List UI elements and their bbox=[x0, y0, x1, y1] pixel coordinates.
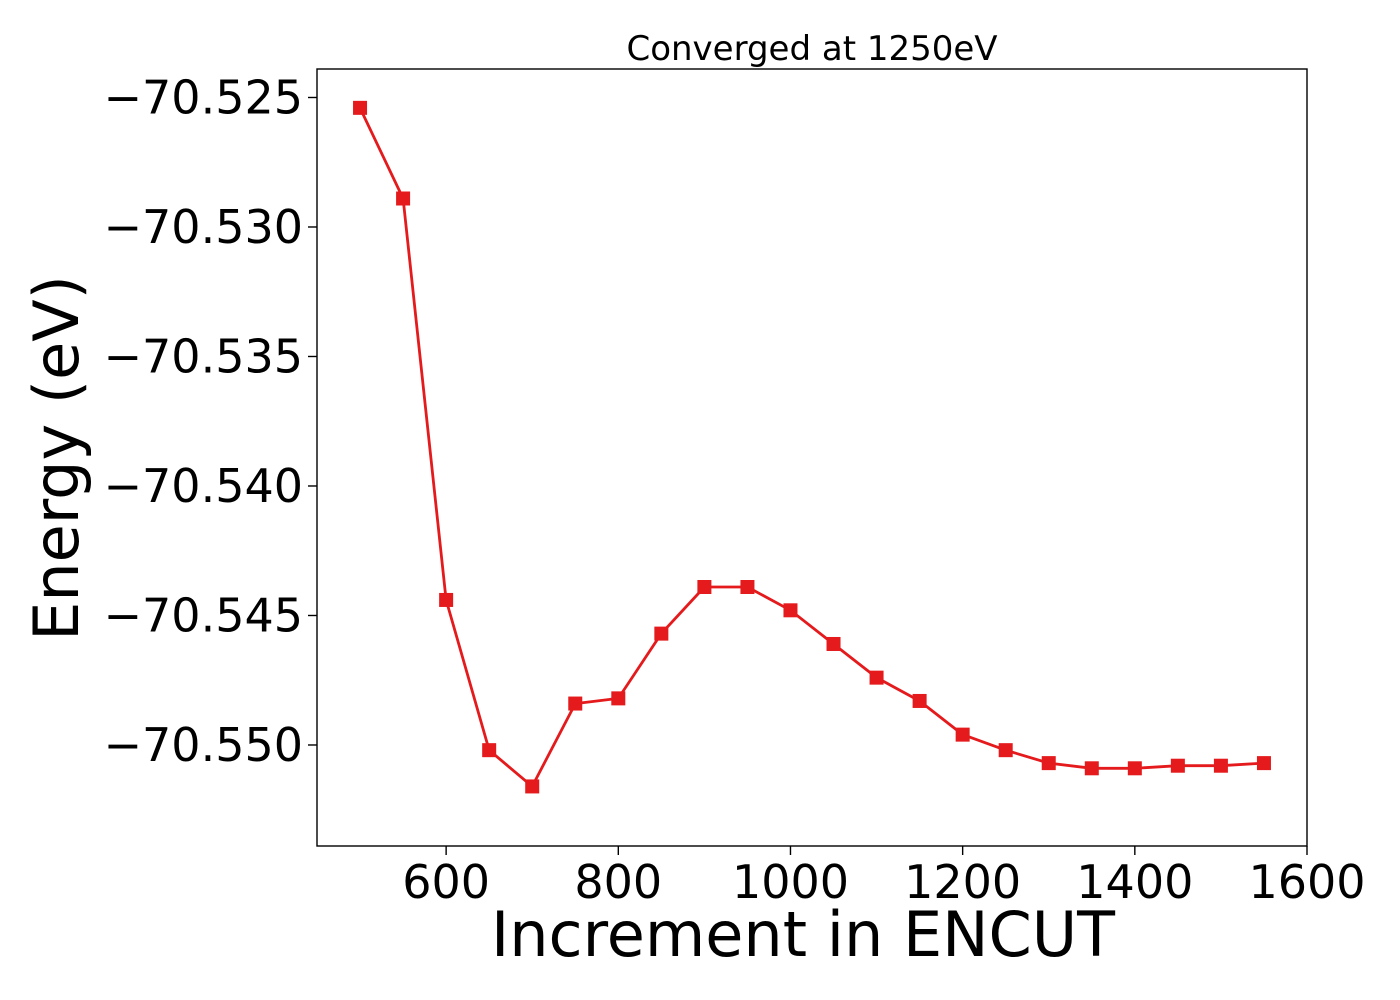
data-point-marker bbox=[783, 603, 798, 618]
data-point-marker bbox=[439, 592, 454, 607]
data-point-marker bbox=[1170, 758, 1185, 773]
series-line bbox=[358, 107, 1265, 788]
plot-frame bbox=[316, 68, 1308, 847]
y-axis-ticks: −70.525 −70.530 −70.535 −70.540 −70.545 −70.5… bbox=[104, 70, 317, 772]
data-point-marker bbox=[353, 100, 368, 115]
y-axis-label: Energy (eV) bbox=[20, 275, 93, 641]
data-point-marker bbox=[912, 693, 927, 708]
y-tick-label: −70.530 bbox=[104, 200, 304, 254]
y-tick-label: −70.525 bbox=[104, 70, 304, 124]
data-point-marker bbox=[1041, 756, 1056, 771]
data-point-marker bbox=[826, 636, 841, 651]
x-axis-ticks: 600 800 1000 1200 1400 1600 bbox=[402, 846, 1366, 909]
y-tick-label: −70.545 bbox=[104, 588, 304, 642]
data-point-marker bbox=[654, 626, 669, 641]
data-point-marker bbox=[740, 580, 755, 594]
data-point-marker bbox=[1084, 761, 1099, 776]
data-point-marker bbox=[1256, 756, 1271, 771]
data-point-marker bbox=[1127, 761, 1142, 776]
data-point-marker bbox=[568, 696, 583, 711]
data-point-marker bbox=[955, 727, 970, 742]
data-point-marker bbox=[1213, 758, 1228, 773]
data-point-marker bbox=[869, 670, 884, 685]
y-tick-label: −70.540 bbox=[104, 459, 304, 513]
data-point-marker bbox=[697, 580, 712, 594]
data-point-marker bbox=[998, 743, 1013, 758]
data-point-marker bbox=[396, 191, 411, 206]
x-tick-label: 1400 bbox=[1076, 855, 1193, 909]
y-tick-label: −70.535 bbox=[104, 329, 304, 383]
x-tick-label: 1200 bbox=[904, 855, 1021, 909]
data-point-marker bbox=[482, 743, 497, 758]
y-tick-label: −70.550 bbox=[104, 718, 304, 772]
plot-area bbox=[353, 100, 1271, 794]
data-point-marker bbox=[611, 691, 626, 706]
x-tick-label: 800 bbox=[574, 855, 662, 909]
x-tick-label: 1000 bbox=[732, 855, 849, 909]
x-tick-label: 600 bbox=[402, 855, 490, 909]
data-point-marker bbox=[525, 779, 540, 794]
x-tick-label: 1600 bbox=[1248, 855, 1365, 909]
chart-title: Converged at 1250eV bbox=[626, 29, 997, 69]
x-axis-label: Increment in ENCUT bbox=[491, 898, 1116, 971]
